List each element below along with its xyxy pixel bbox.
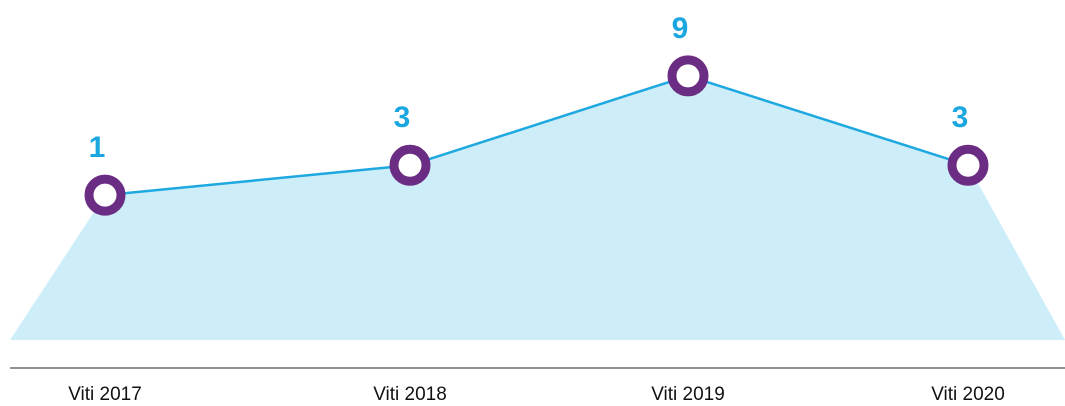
value-label: 3 xyxy=(394,101,411,134)
category-label: Viti 2017 xyxy=(68,384,142,405)
marker xyxy=(389,144,431,186)
line xyxy=(104,74,969,197)
marker xyxy=(667,55,709,97)
area xyxy=(10,75,1065,341)
value-label: 9 xyxy=(672,12,689,45)
category-label: Viti 2019 xyxy=(651,384,725,405)
category-label: Viti 2018 xyxy=(373,384,447,405)
marker xyxy=(947,144,989,186)
value-label: 3 xyxy=(952,101,969,134)
value-label: 1 xyxy=(89,131,106,164)
category-label: Viti 2020 xyxy=(931,384,1005,405)
marker xyxy=(84,174,126,216)
